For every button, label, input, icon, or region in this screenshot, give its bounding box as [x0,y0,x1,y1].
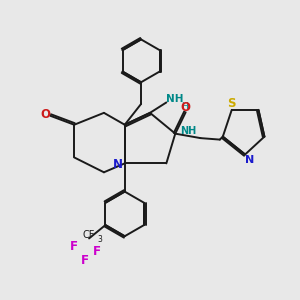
Text: NH: NH [166,94,183,104]
Text: N: N [113,158,123,171]
Text: F: F [70,240,78,253]
Text: N: N [245,155,254,165]
Text: NH: NH [180,126,196,136]
Text: O: O [181,101,191,114]
Text: S: S [227,98,236,110]
Text: CF: CF [82,230,94,241]
Text: F: F [81,254,88,267]
Text: H: H [182,101,188,110]
Text: F: F [92,245,101,258]
Text: O: O [40,108,50,121]
Text: 3: 3 [97,235,102,244]
